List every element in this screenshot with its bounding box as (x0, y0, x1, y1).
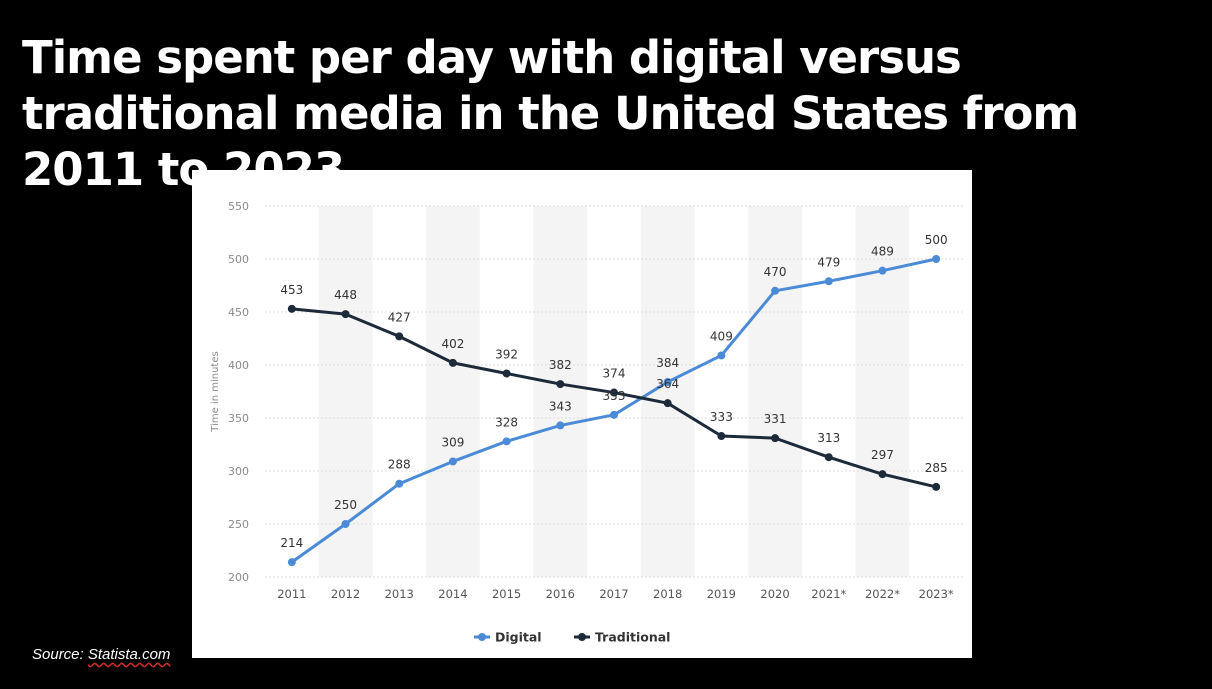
column-band (533, 206, 588, 577)
data-point-traditional[interactable] (717, 432, 726, 441)
data-point-digital[interactable] (771, 286, 780, 295)
x-tick-label: 2014 (438, 587, 467, 601)
data-label-digital: 500 (925, 233, 948, 247)
column-band (640, 206, 695, 577)
source-link[interactable]: Statista.com (87, 646, 171, 663)
data-label-digital: 470 (764, 265, 787, 279)
data-label-digital: 489 (871, 245, 894, 259)
data-point-digital[interactable] (341, 520, 350, 528)
y-tick-label: 500 (228, 253, 249, 266)
column-band (318, 206, 373, 577)
data-point-digital[interactable] (932, 255, 941, 263)
legend-item-traditional[interactable]: Traditional (574, 630, 670, 645)
data-point-traditional[interactable] (287, 304, 296, 313)
x-tick-label: 2019 (707, 587, 736, 601)
y-tick-label: 250 (228, 518, 249, 531)
source-prefix: Source: (32, 646, 88, 663)
data-point-digital[interactable] (287, 558, 296, 567)
data-label-traditional: 313 (817, 431, 840, 445)
data-label-digital: 288 (388, 458, 411, 472)
data-label-traditional: 285 (925, 461, 948, 475)
data-point-traditional[interactable] (556, 380, 565, 389)
data-point-digital[interactable] (663, 377, 672, 386)
data-point-traditional[interactable] (610, 388, 618, 397)
data-label-digital: 353 (603, 389, 626, 403)
data-label-traditional: 453 (280, 283, 303, 297)
data-label-digital: 343 (549, 399, 572, 413)
data-point-digital[interactable] (717, 351, 726, 360)
data-point-digital[interactable] (395, 479, 404, 488)
data-point-traditional[interactable] (341, 310, 350, 319)
data-point-traditional[interactable] (663, 399, 672, 408)
data-point-digital[interactable] (556, 421, 565, 430)
x-tick-label: 2012 (331, 587, 360, 601)
data-point-traditional[interactable] (824, 453, 833, 462)
y-tick-label: 200 (228, 571, 249, 584)
y-tick-label: 450 (228, 306, 249, 319)
column-band (748, 206, 802, 577)
legend-swatch-dot (578, 633, 586, 641)
column-band (855, 206, 910, 577)
data-point-digital[interactable] (824, 277, 833, 286)
x-tick-label: 2013 (385, 587, 414, 601)
column-band (426, 206, 480, 577)
y-axis-title: Time in minutes (210, 351, 221, 432)
data-label-digital: 250 (334, 498, 357, 512)
data-label-traditional: 333 (710, 410, 733, 424)
legend-item-digital[interactable]: Digital (474, 630, 542, 645)
series-line-digital (290, 257, 938, 564)
data-label-digital: 479 (817, 255, 840, 269)
source-note: Source: Statista.com (32, 646, 170, 663)
y-tick-label: 400 (228, 359, 249, 372)
x-tick-label: 2015 (492, 587, 521, 601)
data-label-digital: 409 (710, 329, 733, 343)
data-label-digital: 309 (441, 435, 464, 449)
legend-label: Traditional (595, 630, 670, 645)
data-label-traditional: 297 (871, 448, 894, 462)
data-point-traditional[interactable] (395, 332, 404, 341)
data-label-traditional: 364 (656, 377, 679, 391)
x-tick-label: 2011 (277, 587, 306, 601)
legend-label: Digital (495, 630, 542, 645)
data-point-traditional[interactable] (878, 470, 887, 479)
legend-swatch-dot (478, 633, 486, 641)
chart-card: 200 250 300 350 400 450 500 550 Time in minutes 2… (192, 170, 972, 658)
slide-title: Time spent per day with digital versus t… (22, 31, 1079, 196)
data-label-traditional: 382 (549, 358, 572, 372)
data-point-digital[interactable] (878, 266, 887, 275)
data-label-digital: 384 (656, 356, 679, 370)
data-label-traditional: 427 (388, 310, 411, 324)
x-tick-label: 2017 (599, 587, 628, 601)
y-tick-label: 300 (228, 465, 249, 478)
data-point-traditional[interactable] (502, 369, 511, 378)
data-point-traditional[interactable] (448, 358, 457, 367)
data-point-digital[interactable] (502, 437, 511, 446)
data-label-traditional: 392 (495, 347, 518, 361)
x-tick-label: 2022* (865, 587, 900, 601)
data-point-traditional[interactable] (932, 482, 941, 491)
data-label-traditional: 448 (334, 288, 357, 302)
data-point-digital[interactable] (448, 457, 457, 466)
data-label-digital: 328 (495, 415, 518, 429)
data-label-traditional: 374 (603, 367, 626, 381)
y-tick-label: 550 (228, 200, 249, 213)
x-tick-label: 2016 (546, 587, 575, 601)
top-bar (0, 0, 1212, 8)
x-tick-label: 2020 (760, 587, 789, 601)
x-tick-label: 2023* (919, 587, 954, 601)
data-label-digital: 214 (280, 536, 303, 550)
data-label-traditional: 402 (441, 337, 464, 351)
x-tick-label: 2021* (811, 587, 846, 601)
x-tick-label: 2018 (653, 587, 682, 601)
data-point-traditional[interactable] (771, 434, 780, 443)
data-point-digital[interactable] (610, 410, 618, 419)
y-tick-label: 350 (228, 412, 249, 425)
line-chart: 200 250 300 350 400 450 500 550 Time in minutes 2… (210, 200, 963, 645)
data-label-traditional: 331 (764, 412, 787, 426)
